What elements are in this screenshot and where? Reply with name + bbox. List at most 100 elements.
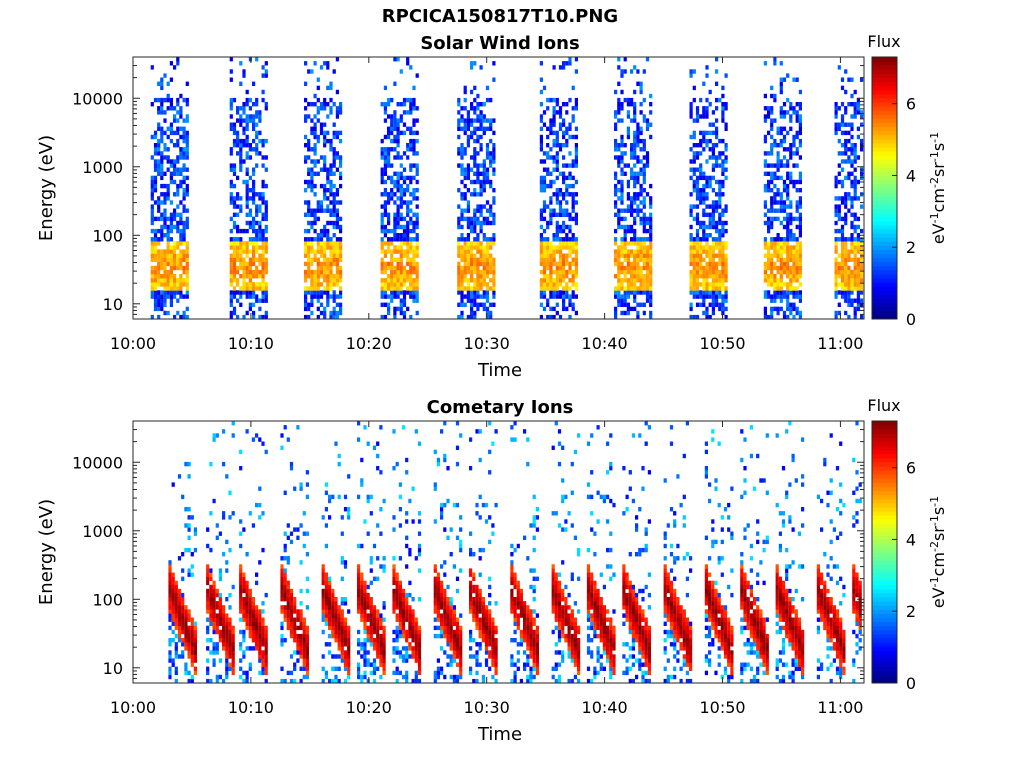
heatmap-cell xyxy=(555,233,559,238)
heatmap-cell xyxy=(792,183,796,189)
heatmap-cell xyxy=(380,220,384,226)
heatmap-cell xyxy=(834,130,838,136)
heatmap-cell xyxy=(473,302,477,307)
heatmap-cell xyxy=(252,253,256,258)
heatmap-cell xyxy=(380,257,384,262)
heatmap-cell xyxy=(552,159,556,164)
heatmap-cell xyxy=(705,212,709,217)
heatmap-cell xyxy=(798,220,802,226)
heatmap-cell xyxy=(705,114,709,119)
heatmap-cell xyxy=(251,609,255,614)
heatmap-cell xyxy=(316,290,320,295)
panel-title-solar-wind: Solar Wind Ions xyxy=(420,33,579,54)
heatmap-cell xyxy=(620,224,624,230)
heatmap-cell xyxy=(163,302,167,307)
heatmap-cell xyxy=(614,204,618,209)
heatmap-cell xyxy=(363,609,367,614)
heatmap-cell xyxy=(339,237,343,242)
heatmap-cell xyxy=(715,253,719,258)
heatmap-cell xyxy=(242,73,246,78)
heatmap-cell xyxy=(179,147,183,152)
heatmap-cell xyxy=(623,237,627,242)
heatmap-cell xyxy=(479,163,483,168)
heatmap-cell xyxy=(307,155,311,160)
heatmap-cell xyxy=(856,306,860,312)
heatmap-cell xyxy=(539,175,543,181)
heatmap-cell xyxy=(617,269,621,275)
heatmap-cell xyxy=(692,85,696,91)
heatmap-cell xyxy=(708,216,712,222)
heatmap-cell xyxy=(229,151,233,156)
heatmap-cell xyxy=(558,290,563,295)
heatmap-cell xyxy=(173,130,177,136)
heatmap-cell xyxy=(639,192,643,197)
heatmap-cell xyxy=(695,143,700,148)
heatmap-cell xyxy=(773,278,777,283)
heatmap-cell xyxy=(786,241,790,246)
heatmap-cell xyxy=(552,97,556,103)
heatmap-cell xyxy=(645,122,650,127)
colorbar-segment xyxy=(872,204,897,209)
heatmap-cell xyxy=(721,241,725,246)
heatmap-cell xyxy=(229,200,233,205)
heatmap-cell xyxy=(705,106,709,111)
heatmap-cell xyxy=(323,269,327,275)
heatmap-cell xyxy=(789,147,793,152)
heatmap-cell xyxy=(574,159,578,164)
heatmap-cell xyxy=(798,224,802,230)
heatmap-cell xyxy=(847,122,851,127)
heatmap-cell xyxy=(645,155,650,160)
heatmap-cell xyxy=(176,61,180,66)
heatmap-cell xyxy=(617,118,621,123)
heatmap-cell xyxy=(181,601,185,606)
heatmap-cell xyxy=(169,278,173,283)
heatmap-cell xyxy=(248,118,252,123)
heatmap-cell xyxy=(721,274,725,279)
heatmap-cell xyxy=(795,102,799,107)
heatmap-cell xyxy=(773,183,777,189)
heatmap-cell xyxy=(163,249,167,254)
heatmap-cell xyxy=(326,269,330,275)
heatmap-cell xyxy=(366,592,370,598)
heatmap-cell xyxy=(692,253,696,258)
heatmap-cell xyxy=(177,621,182,626)
heatmap-cell xyxy=(326,167,330,172)
heatmap-cell xyxy=(779,274,783,279)
heatmap-cell xyxy=(393,306,397,312)
heatmap-cell xyxy=(409,192,413,197)
cometary-panel: Cometary Ions 10:00 10:10 10:20 10:30 10:40 1… xyxy=(36,396,948,745)
heatmap-cell xyxy=(239,597,243,602)
heatmap-cell xyxy=(310,159,314,164)
heatmap-cell xyxy=(245,138,249,144)
heatmap-cell xyxy=(232,265,237,271)
heatmap-cell xyxy=(555,192,559,197)
heatmap-cell xyxy=(617,286,621,291)
heatmap-cell xyxy=(340,646,344,651)
heatmap-cell xyxy=(187,609,191,614)
heatmap-cell xyxy=(482,175,486,181)
heatmap-cell xyxy=(340,650,344,655)
heatmap-cell xyxy=(770,110,774,115)
heatmap-cell xyxy=(699,245,703,250)
heatmap-cell xyxy=(215,523,219,528)
heatmap-cell xyxy=(399,175,403,181)
heatmap-cell xyxy=(248,597,252,602)
heatmap-cell xyxy=(168,650,172,655)
heatmap-cell xyxy=(773,249,777,254)
heatmap-cell xyxy=(415,167,419,172)
heatmap-cell xyxy=(209,597,213,602)
heatmap-cell xyxy=(313,93,317,99)
heatmap-cell xyxy=(228,662,232,667)
heatmap-cell xyxy=(212,588,216,594)
heatmap-cell xyxy=(620,143,624,148)
heatmap-cell xyxy=(261,314,265,320)
heatmap-cell xyxy=(335,314,339,320)
heatmap-cell xyxy=(187,625,191,631)
heatmap-cell xyxy=(264,216,268,222)
heatmap-cell xyxy=(724,220,728,226)
heatmap-cell xyxy=(574,257,578,262)
heatmap-cell xyxy=(396,269,400,275)
heatmap-cell xyxy=(776,159,780,164)
heatmap-cell xyxy=(546,265,550,271)
heatmap-cell xyxy=(337,625,341,631)
